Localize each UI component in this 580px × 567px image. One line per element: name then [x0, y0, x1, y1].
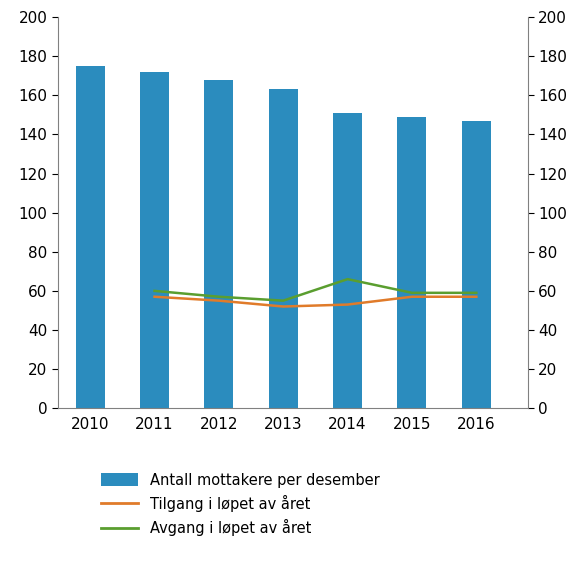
Bar	[204, 79, 233, 408]
Bar	[269, 90, 298, 408]
Bar	[76, 66, 104, 408]
Bar	[462, 121, 491, 408]
Bar	[333, 113, 362, 408]
Bar	[140, 72, 169, 408]
Bar	[397, 117, 426, 408]
Legend: Antall mottakere per desember, Tilgang i løpet av året, Avgang i løpet av året: Antall mottakere per desember, Tilgang i…	[96, 467, 385, 542]
